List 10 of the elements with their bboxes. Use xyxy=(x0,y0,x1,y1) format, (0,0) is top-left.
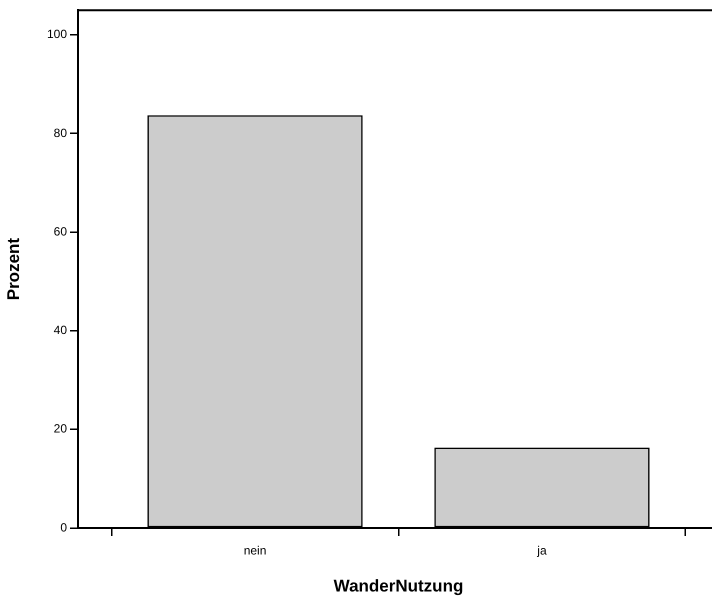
y-tick-label: 60 xyxy=(54,224,68,238)
x-tick-label: nein xyxy=(244,544,266,558)
x-tick-label: ja xyxy=(536,544,547,558)
y-tick-label: 80 xyxy=(54,126,68,140)
x-axis-title: WanderNutzung xyxy=(334,576,464,596)
y-tick-label: 40 xyxy=(54,323,68,338)
y-tick-label: 0 xyxy=(60,520,68,534)
y-axis-title: Prozent xyxy=(4,238,23,300)
y-tick-label: 100 xyxy=(46,27,68,42)
y-tick-label: 20 xyxy=(54,422,68,436)
